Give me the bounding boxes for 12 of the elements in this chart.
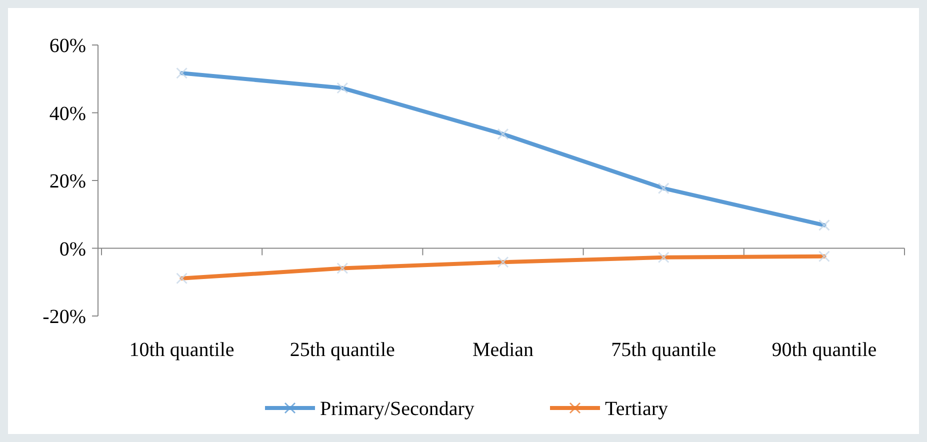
legend-label: Tertiary xyxy=(605,398,668,420)
y-tick-label: 0% xyxy=(59,238,86,260)
x-tick-label: 90th quantile xyxy=(772,339,877,361)
x-tick-label: 10th quantile xyxy=(129,339,234,361)
y-tick-label: 20% xyxy=(49,170,86,192)
x-tick-label: 25th quantile xyxy=(290,339,396,361)
y-tick-label: 40% xyxy=(49,102,86,125)
y-tick-label: -20% xyxy=(42,306,86,328)
x-tick-label: 75th quantile xyxy=(611,339,716,361)
y-tick-label: 60% xyxy=(49,35,86,57)
x-tick-label: Median xyxy=(472,339,534,361)
legend-label: Primary/Secondary xyxy=(320,398,474,420)
